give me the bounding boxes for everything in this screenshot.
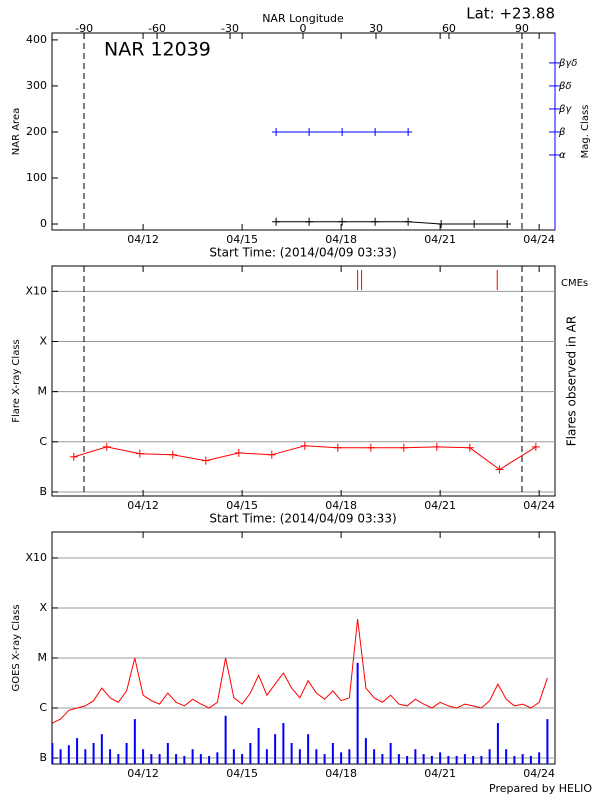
y-tick-label: 300	[26, 79, 47, 92]
footer: Prepared by HELIO	[489, 782, 592, 795]
x-tick-label: 04/15	[226, 499, 258, 512]
y-tick-label: X	[39, 601, 47, 614]
y2-axis-label: Mag. Class	[580, 105, 591, 159]
series-line	[52, 619, 548, 724]
point-marker	[503, 220, 512, 229]
chart-title: NAR 12039	[104, 39, 211, 61]
point-marker	[267, 450, 276, 459]
y2-tick-label: βγ	[558, 104, 572, 115]
x2-tick-label: -60	[148, 22, 166, 35]
y-tick-label: 400	[26, 33, 47, 46]
y-tick-label: 200	[26, 125, 47, 138]
x-tick-label: 04/12	[127, 233, 159, 246]
x-axis-label: Start Time: (2014/04/09 03:33)	[209, 246, 396, 260]
point-marker	[470, 220, 479, 229]
y-tick-label: 100	[26, 171, 47, 184]
y-tick-label: X10	[25, 284, 47, 297]
point-marker	[305, 217, 314, 226]
y-tick-label: X	[39, 334, 47, 347]
x-tick-label: 04/18	[325, 233, 357, 246]
x2-tick-label: -30	[221, 22, 239, 35]
point-marker	[135, 449, 144, 458]
x-tick-label: 04/15	[226, 233, 258, 246]
plot-frame	[51, 531, 556, 765]
x-tick-label: 04/24	[523, 233, 555, 246]
point-marker	[404, 217, 413, 226]
y2-tick-label: βγδ	[558, 58, 577, 69]
y-tick-label: M	[38, 385, 48, 398]
x-tick-label: 04/21	[424, 767, 456, 780]
point-marker	[495, 465, 504, 474]
y-tick-label: 0	[40, 217, 47, 230]
point-marker	[437, 220, 446, 229]
x2-tick-label: 0	[300, 22, 307, 35]
x-tick-label: 04/12	[127, 767, 159, 780]
x-tick-label: 04/21	[424, 233, 456, 246]
y-tick-label: C	[39, 701, 47, 714]
x2-tick-label: 90	[515, 22, 529, 35]
annotation: Lat: +23.88	[466, 5, 555, 23]
x-tick-label: 04/12	[127, 499, 159, 512]
point-marker	[366, 443, 375, 452]
point-marker	[531, 442, 540, 451]
y-axis-label: GOES X-ray Class	[11, 604, 22, 691]
point-marker	[201, 456, 210, 465]
point-marker	[399, 443, 408, 452]
point-marker	[272, 127, 281, 136]
point-marker	[168, 450, 177, 459]
x-tick-label: 04/21	[424, 499, 456, 512]
point-marker	[465, 443, 474, 452]
x-tick-label: 04/15	[226, 767, 258, 780]
x2-axis-label: NAR Longitude	[262, 12, 344, 25]
point-marker	[234, 448, 243, 457]
x2-tick-label: 60	[442, 22, 456, 35]
y-tick-label: C	[39, 435, 47, 448]
y2-tick-label: βδ	[558, 81, 572, 92]
y-tick-label: B	[39, 485, 47, 498]
y2-axis-label: Flares observed in AR	[565, 316, 579, 446]
x-tick-label: 04/24	[523, 767, 555, 780]
x2-tick-label: 30	[369, 22, 383, 35]
event-label: CMEs	[561, 278, 588, 289]
point-marker	[338, 217, 347, 226]
y-axis-label: NAR Area	[11, 108, 22, 155]
point-marker	[305, 127, 314, 136]
y2-tick-label: α	[559, 150, 566, 161]
point-marker	[272, 217, 281, 226]
point-marker	[338, 127, 347, 136]
point-marker	[102, 442, 111, 451]
x-tick-label: 04/24	[523, 499, 555, 512]
y-axis-label: Flare X-ray Class	[11, 339, 22, 423]
point-marker	[371, 127, 380, 136]
plot-frame	[51, 265, 556, 497]
series-line	[276, 221, 508, 225]
x-axis-label: Start Time: (2014/04/09 03:33)	[209, 512, 396, 526]
y-tick-label: B	[39, 751, 47, 764]
y-tick-label: X10	[25, 551, 47, 564]
point-marker	[371, 217, 380, 226]
point-marker	[69, 452, 78, 461]
point-marker	[300, 441, 309, 450]
point-marker	[404, 127, 413, 136]
point-marker	[432, 442, 441, 451]
point-marker	[333, 443, 342, 452]
y2-tick-label: β	[558, 127, 566, 138]
x2-tick-label: -90	[75, 22, 93, 35]
x-tick-label: 04/18	[325, 767, 357, 780]
y-tick-label: M	[38, 651, 48, 664]
x-tick-label: 04/18	[325, 499, 357, 512]
